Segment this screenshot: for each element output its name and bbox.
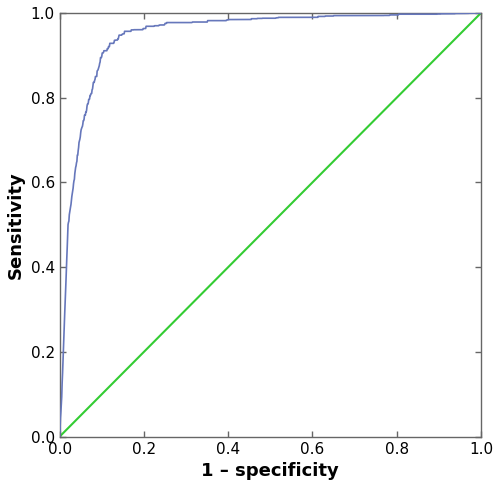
X-axis label: 1 – specificity: 1 – specificity — [202, 462, 339, 480]
Y-axis label: Sensitivity: Sensitivity — [7, 171, 25, 279]
